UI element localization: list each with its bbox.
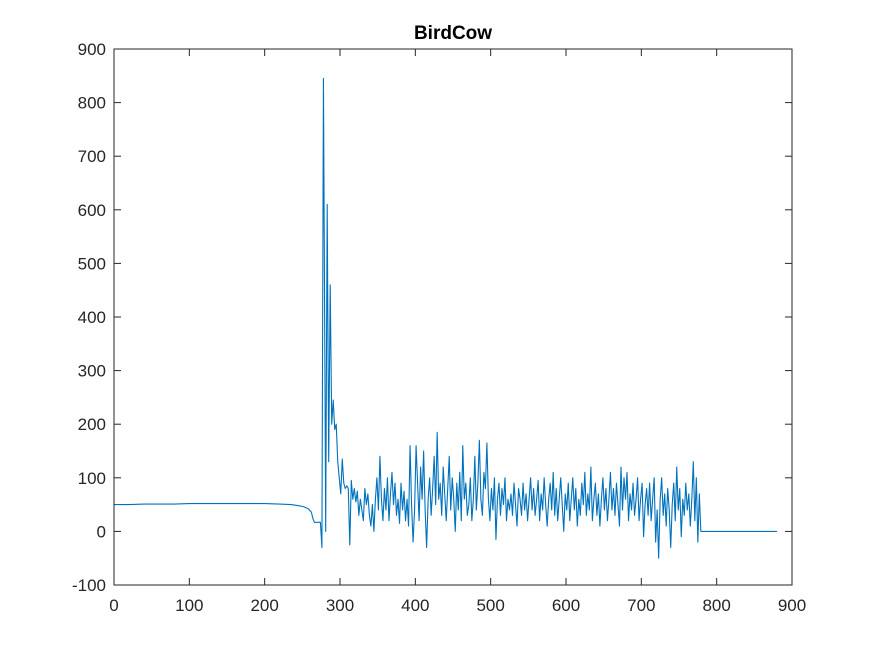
x-tick-label: 200	[250, 596, 278, 615]
y-tick-label: -100	[72, 576, 106, 595]
x-tick-label: 900	[778, 596, 806, 615]
y-tick-label: 200	[78, 415, 106, 434]
y-tick-label: 300	[78, 362, 106, 381]
x-tick-label: 600	[552, 596, 580, 615]
plot-border	[113, 48, 793, 586]
y-tick-label: 800	[78, 94, 106, 113]
series-layer	[114, 77, 777, 559]
y-tick-label: 900	[78, 40, 106, 59]
y-tick-label: 100	[78, 469, 106, 488]
y-tick-label: 500	[78, 254, 106, 273]
y-tick-label: 0	[97, 522, 106, 541]
x-tick-label: 800	[702, 596, 730, 615]
x-tick-label: 300	[326, 596, 354, 615]
y-tick-label: 700	[78, 147, 106, 166]
y-tick-label: 600	[78, 201, 106, 220]
y-axis-ticks: -100 0 100 200 300 400 500 600 700 800 900	[72, 40, 792, 595]
x-tick-label: 0	[109, 596, 118, 615]
x-tick-label: 100	[175, 596, 203, 615]
x-axis-ticks: 0 100 200 300 400 500 600 700 800 900	[109, 49, 806, 615]
chart-title: BirdCow	[414, 23, 492, 44]
series-line-0	[114, 77, 777, 559]
x-tick-label: 400	[401, 596, 429, 615]
x-tick-label: 500	[476, 596, 504, 615]
plot-area	[114, 49, 792, 585]
y-tick-label: 400	[78, 308, 106, 327]
x-tick-label: 700	[627, 596, 655, 615]
